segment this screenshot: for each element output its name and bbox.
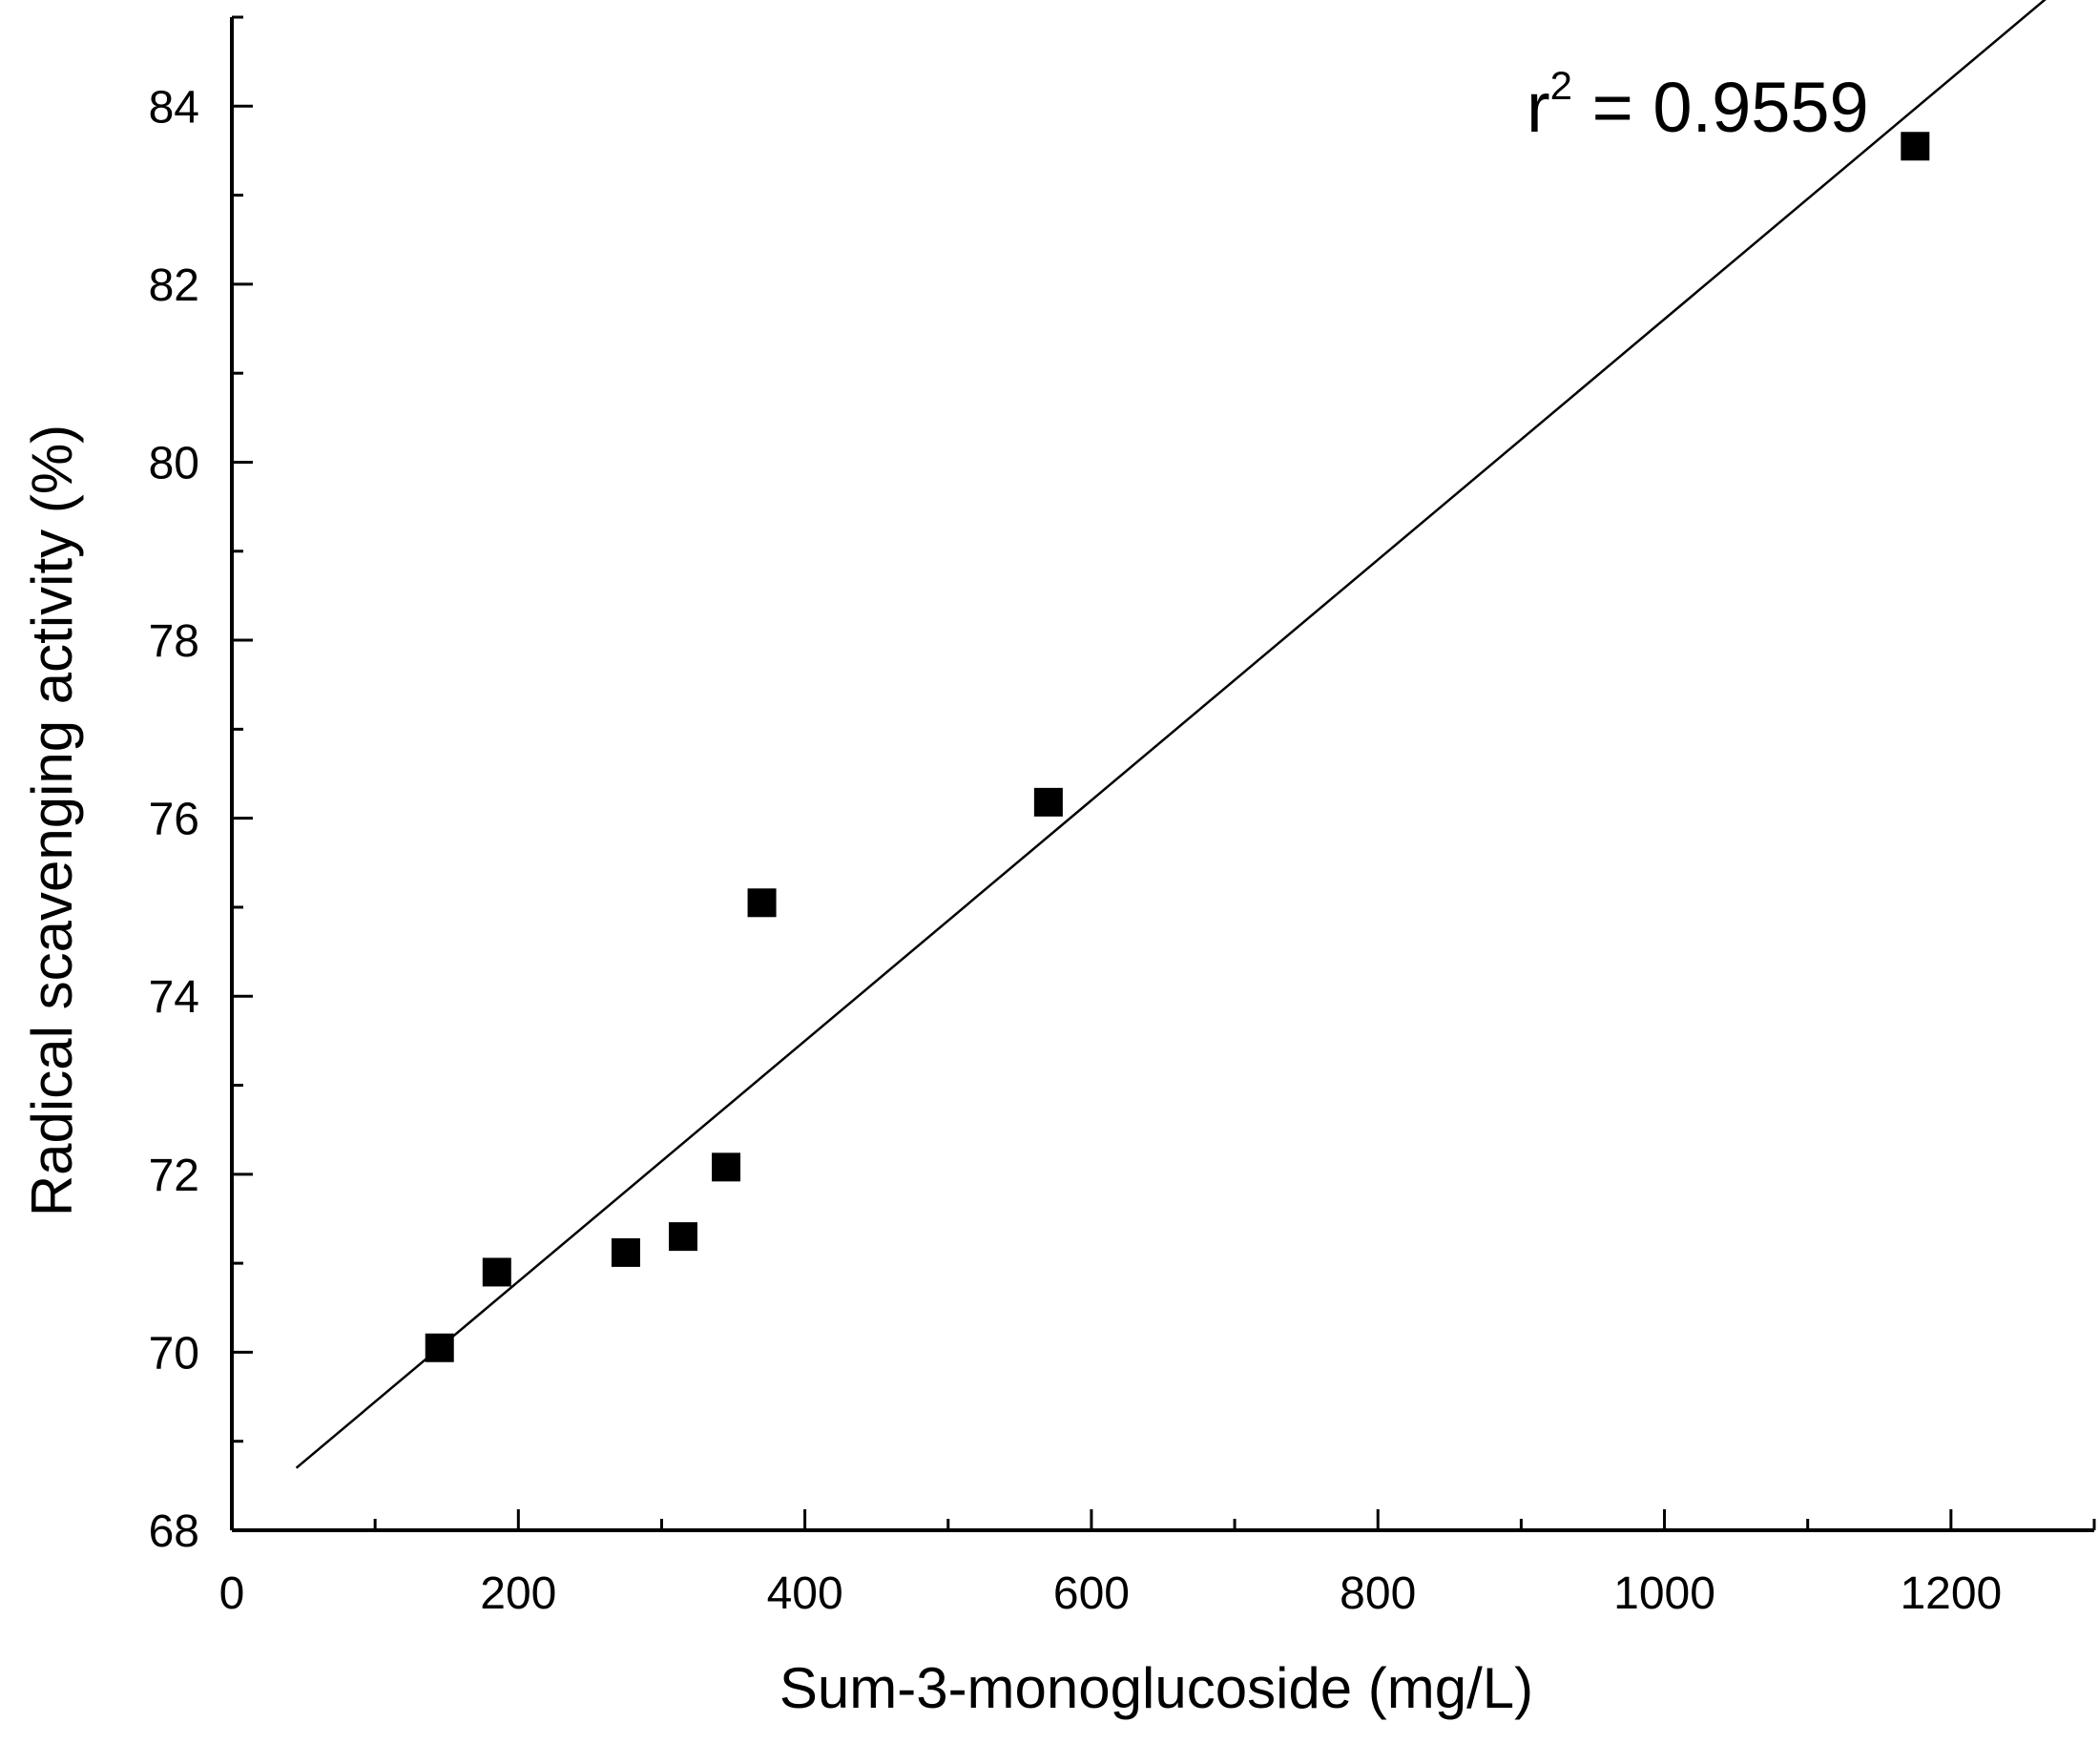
data-point — [747, 888, 777, 918]
tick-labels: 0 200 400 600 800 1000 1200 68 70 72 74 76 78 80 82 84 — [149, 82, 2003, 1619]
data-point — [482, 1257, 511, 1287]
fit-line-layer — [295, 0, 2047, 1469]
y-axis-title: Radical scavenging activity (%) — [20, 425, 84, 1216]
data-point — [425, 1333, 454, 1362]
x-tick-label: 1000 — [1613, 1568, 1715, 1619]
r-superscript: 2 — [1550, 63, 1572, 108]
y-tick-label: 82 — [149, 260, 199, 311]
data-point — [668, 1222, 697, 1252]
r-label: r — [1527, 68, 1550, 147]
y-tick-label: 78 — [149, 616, 199, 667]
x-tick-label: 1200 — [1900, 1568, 2002, 1619]
y-tick-label: 68 — [149, 1506, 199, 1557]
tick-marks — [230, 15, 2096, 1532]
y-tick-label: 76 — [149, 795, 199, 845]
x-tick-label: 600 — [1053, 1568, 1130, 1619]
data-points — [425, 132, 1930, 1362]
data-point — [1901, 132, 1930, 161]
y-tick-label: 74 — [149, 972, 199, 1023]
x-axis-title: Sum-3-monoglucoside (mg/L) — [779, 1656, 1533, 1720]
data-point — [712, 1152, 741, 1182]
axes — [230, 17, 2094, 1532]
x-tick-label: 200 — [480, 1568, 556, 1619]
x-tick-label: 800 — [1340, 1568, 1416, 1619]
regression-line — [295, 0, 2047, 1469]
y-tick-label: 72 — [149, 1151, 199, 1201]
r-squared-annotation: r2 = 0.9559 — [1527, 63, 1869, 147]
y-tick-label: 80 — [149, 438, 199, 488]
y-tick-label: 70 — [149, 1328, 199, 1379]
data-point — [1033, 787, 1063, 817]
y-tick-label: 84 — [149, 82, 199, 133]
x-tick-label: 400 — [767, 1568, 843, 1619]
x-tick-label: 0 — [219, 1568, 245, 1619]
data-point — [611, 1237, 640, 1267]
r-squared-value: = 0.9559 — [1572, 68, 1869, 147]
